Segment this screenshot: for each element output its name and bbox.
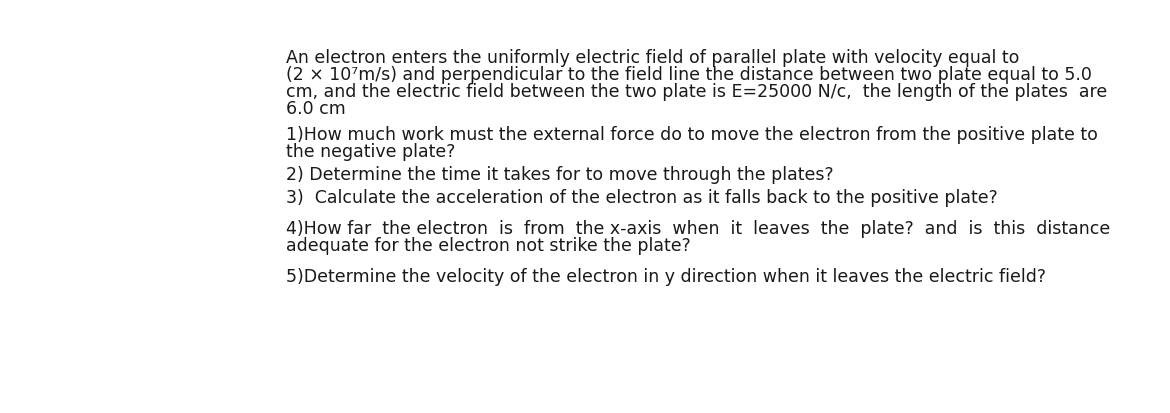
Text: (2 × 10⁷m/s) and perpendicular to the field line the distance between two plate : (2 × 10⁷m/s) and perpendicular to the fi…	[285, 66, 1092, 84]
Text: An electron enters the uniformly electric field of parallel plate with velocity : An electron enters the uniformly electri…	[285, 49, 1019, 67]
Text: adequate for the electron not strike the plate?: adequate for the electron not strike the…	[285, 237, 690, 255]
Text: cm, and the electric field between the two plate is E=25000 N/c,  the length of : cm, and the electric field between the t…	[285, 83, 1107, 101]
Text: the negative plate?: the negative plate?	[285, 143, 455, 161]
Text: 5)Determine the velocity of the electron in y direction when it leaves the elect: 5)Determine the velocity of the electron…	[285, 268, 1046, 286]
Text: 6.0 cm: 6.0 cm	[285, 100, 345, 118]
Text: 1)How much work must the external force do to move the electron from the positiv: 1)How much work must the external force …	[285, 126, 1097, 144]
Text: 3)  Calculate the acceleration of the electron as it falls back to the positive : 3) Calculate the acceleration of the ele…	[285, 190, 998, 207]
Text: 2) Determine the time it takes for to move through the plates?: 2) Determine the time it takes for to mo…	[285, 166, 833, 184]
Text: 4)How far  the electron  is  from  the x-axis  when  it  leaves  the  plate?  an: 4)How far the electron is from the x-axi…	[285, 220, 1110, 238]
